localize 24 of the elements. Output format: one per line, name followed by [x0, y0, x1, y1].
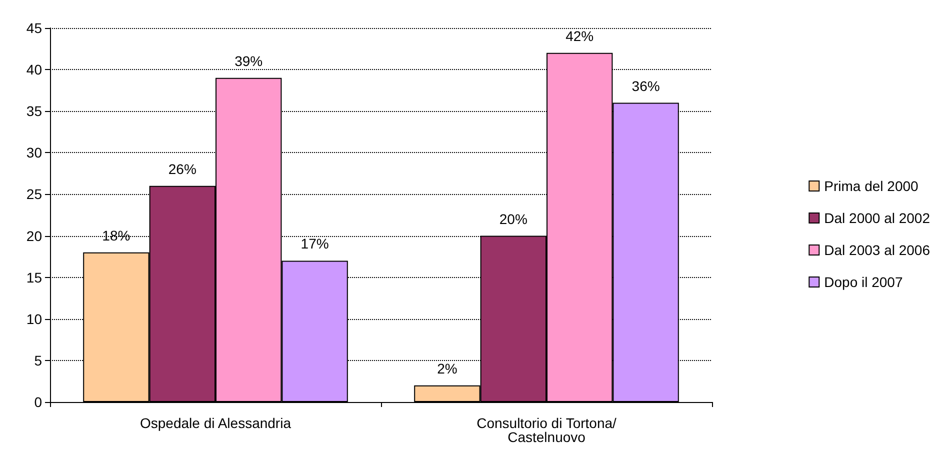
legend-label: Dopo il 2007 [824, 274, 903, 290]
y-tick-label: 30 [26, 144, 42, 161]
data-label: 18% [102, 227, 130, 244]
legend-label: Dal 2000 al 2002 [824, 210, 930, 226]
data-label: 17% [300, 236, 329, 252]
data-label: 36% [632, 78, 660, 94]
data-label: 2% [437, 360, 458, 376]
y-tick-label: 35 [26, 103, 42, 120]
y-tick-label: 0 [34, 394, 42, 410]
y-tick-label: 40 [26, 62, 42, 78]
legend-label: Dal 2003 al 2006 [824, 242, 930, 258]
data-label: 42% [566, 28, 594, 44]
data-label: 26% [168, 160, 196, 177]
y-tick-label: 15 [26, 269, 42, 286]
y-tick-label: 5 [34, 352, 42, 368]
y-tick-label: 25 [26, 186, 42, 202]
y-tick-label: 20 [26, 228, 42, 244]
data-label: 20% [499, 210, 528, 227]
legend-label: Prima del 2000 [824, 178, 919, 194]
y-tick-label: 10 [26, 310, 42, 327]
data-label: 39% [234, 52, 263, 69]
x-tick-label: Ospedale di Alessandria [140, 415, 292, 431]
y-tick-label: 45 [26, 20, 42, 36]
x-tick-label: Consultorio di Tortona/Castelnuovo [476, 415, 617, 445]
